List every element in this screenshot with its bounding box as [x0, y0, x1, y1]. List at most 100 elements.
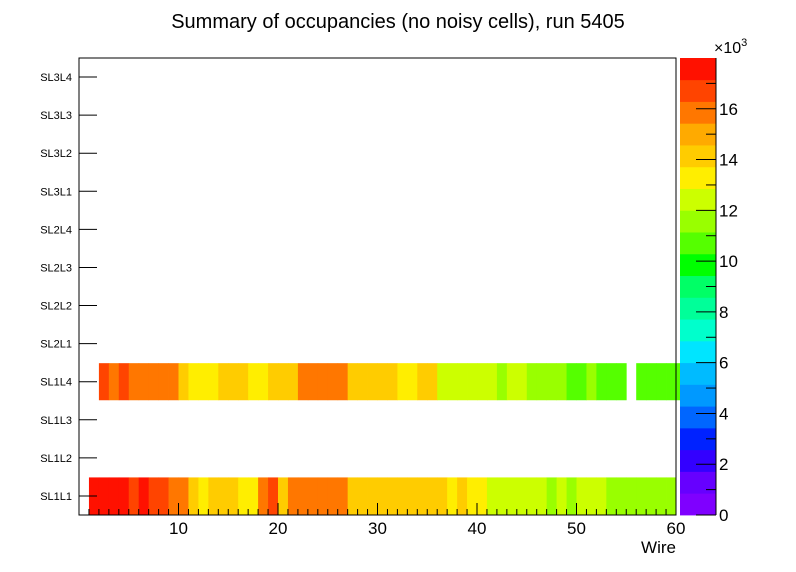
heatmap-cell-SL1L1-wire-37	[447, 477, 458, 515]
y-axis: SL1L1 SL1L2 SL1L3 SL1L4 SL2L1 SL2L2 SL2L3 SL2L4…	[40, 72, 97, 503]
heatmap-cell-SL1L1-wire-42	[496, 477, 508, 515]
heatmap-cell-SL1L1-wire-15	[228, 477, 239, 515]
color-scale-swatch	[680, 58, 716, 81]
heatmap-cell-SL1L4-wire-8	[158, 363, 169, 401]
heatmap-cell-SL1L1-wire-58	[656, 477, 667, 515]
heatmap-cell-SL1L1-wire-50	[576, 477, 587, 515]
heatmap-cell-SL1L4-wire-46	[536, 363, 548, 401]
color-scale-swatch	[680, 362, 716, 385]
heatmap-cell-SL1L4-wire-40	[477, 363, 488, 401]
heatmap-cell-SL1L1-wire-16	[238, 477, 249, 515]
heatmap-cell-SL1L4-wire-26	[337, 363, 349, 401]
x-axis: 10 20 30 40 50 60	[88, 503, 685, 538]
heatmap-cell-SL1L1-wire-8	[158, 477, 169, 515]
heatmap-cell-SL1L1-wire-51	[586, 477, 597, 515]
heatmap-cell-SL1L4-wire-2	[98, 363, 110, 401]
color-scale-tick-label: 12	[719, 201, 738, 220]
color-scale-swatch	[680, 253, 716, 277]
y-tick-label: SL2L2	[40, 301, 72, 313]
heatmap-cell-SL1L4-wire-54	[616, 363, 627, 401]
y-tick-label: SL2L1	[40, 339, 72, 351]
y-tick-label: SL2L4	[40, 224, 72, 236]
x-tick-label: 10	[169, 519, 188, 538]
heatmap-cell-SL1L4-wire-53	[606, 363, 617, 401]
heatmap-cell-SL1L4-wire-20	[278, 363, 289, 401]
heatmap-cell-SL1L1-wire-28	[357, 477, 368, 515]
heatmap-cell-SL1L4-wire-31	[387, 363, 398, 401]
color-scale-tick-label: 16	[719, 100, 738, 119]
y-tick-label: SL3L2	[40, 148, 72, 160]
y-tick-label: SL1L3	[40, 415, 72, 427]
color-scale-tick-label: 0	[719, 506, 728, 525]
heatmap-cell-SL1L4-wire-52	[596, 363, 607, 401]
heatmap-cell-SL1L4-wire-30	[377, 363, 388, 401]
heatmap-cell-SL1L4-wire-38	[457, 363, 468, 401]
heatmap-cell-SL1L1-wire-30	[377, 477, 388, 515]
heatmap-cell-SL1L4-wire-7	[148, 363, 159, 401]
heatmap-cell-SL1L1-wire-6	[138, 477, 150, 515]
heatmap-cell-SL1L4-wire-34	[417, 363, 428, 401]
heatmap-cell-SL1L4-wire-11	[188, 363, 199, 401]
x-axis-label: Wire	[641, 538, 676, 557]
color-scale-tick-label: 14	[719, 151, 738, 170]
heatmap-cell-SL1L4-wire-43	[506, 363, 518, 401]
heatmap-cell-SL1L1-wire-56	[636, 477, 647, 515]
heatmap-cell-SL1L4-wire-6	[138, 363, 150, 401]
color-scale-tick-label: 2	[719, 455, 728, 474]
heatmap-cell-SL1L4-wire-44	[516, 363, 528, 401]
heatmap-cell-SL1L4-wire-10	[178, 363, 189, 401]
color-scale-tick-label: 4	[719, 404, 728, 423]
heatmap-cell-SL1L1-wire-29	[367, 477, 378, 515]
color-scale-swatch	[680, 232, 716, 255]
y-tick-label: SL3L3	[40, 110, 72, 122]
color-scale-multiplier: ×103	[714, 37, 747, 57]
heatmap-cell-SL1L1-wire-52	[596, 477, 607, 515]
heatmap-cell-SL1L1-wire-57	[646, 477, 657, 515]
heatmap-cell-SL1L4-wire-14	[218, 363, 229, 401]
color-scale-swatch	[680, 188, 716, 211]
heatmap-cell-SL1L1-wire-34	[417, 477, 428, 515]
heatmap-cell-SL1L4-wire-9	[168, 363, 179, 401]
heatmap-cell-SL1L4-wire-45	[526, 363, 538, 401]
heatmap-cell-SL1L1-wire-21	[287, 477, 299, 515]
heatmap-cell-SL1L1-wire-48	[556, 477, 567, 515]
heatmap-cell-SL1L1-wire-10	[178, 477, 189, 515]
heatmap-cell-SL1L1-wire-49	[566, 477, 577, 515]
y-tick-label: SL2L3	[40, 262, 72, 274]
heatmap-cell-SL1L4-wire-37	[447, 363, 458, 401]
heatmap-cell-SL1L1-wire-23	[307, 477, 319, 515]
heatmap-cell-SL1L1-wire-26	[337, 477, 349, 515]
heatmap-cell-SL1L4-wire-48	[556, 363, 567, 401]
color-scale-swatch	[680, 427, 716, 451]
heatmap-cell-SL1L1-wire-22	[297, 477, 309, 515]
y-tick-label: SL1L4	[40, 377, 72, 389]
heatmap-cell-SL1L4-wire-35	[427, 363, 438, 401]
heatmap-cell-SL1L1-wire-59	[666, 477, 677, 515]
color-scale-swatch	[680, 297, 716, 320]
heatmap-cell-SL1L4-wire-13	[208, 363, 219, 401]
color-scale-swatch	[680, 123, 716, 146]
chart-title: Summary of occupancies (no noisy cells),…	[171, 11, 625, 33]
heatmap-cell-SL1L4-wire-51	[586, 363, 597, 401]
color-scale-swatch	[680, 406, 716, 429]
heatmap-cell-SL1L4-wire-59	[666, 363, 677, 401]
heatmap-cell-SL1L4-wire-17	[248, 363, 259, 401]
heatmap-cell-SL1L4-wire-25	[327, 363, 339, 401]
heatmap-cell-SL1L1-wire-39	[467, 477, 478, 515]
heatmap-cell-SL1L4-wire-18	[258, 363, 269, 401]
y-tick-label: SL3L4	[40, 72, 72, 84]
color-scale-swatch	[680, 449, 716, 472]
heatmap-cell-SL1L4-wire-16	[238, 363, 249, 401]
heatmap-cell-SL1L4-wire-21	[287, 363, 299, 401]
heatmap-cell-SL1L1-wire-46	[536, 477, 548, 515]
heatmap-cell-SL1L4-wire-56	[636, 363, 647, 401]
color-scale	[680, 58, 716, 516]
heatmap-cell-SL1L4-wire-57	[646, 363, 657, 401]
heatmap-cell-SL1L4-wire-41	[486, 363, 498, 401]
color-scale-swatch	[680, 101, 716, 124]
heatmap-cell-SL1L4-wire-33	[407, 363, 418, 401]
x-tick-label: 30	[368, 519, 387, 538]
heatmap-cell-SL1L4-wire-47	[546, 363, 557, 401]
heatmap-cell-SL1L4-wire-42	[496, 363, 508, 401]
